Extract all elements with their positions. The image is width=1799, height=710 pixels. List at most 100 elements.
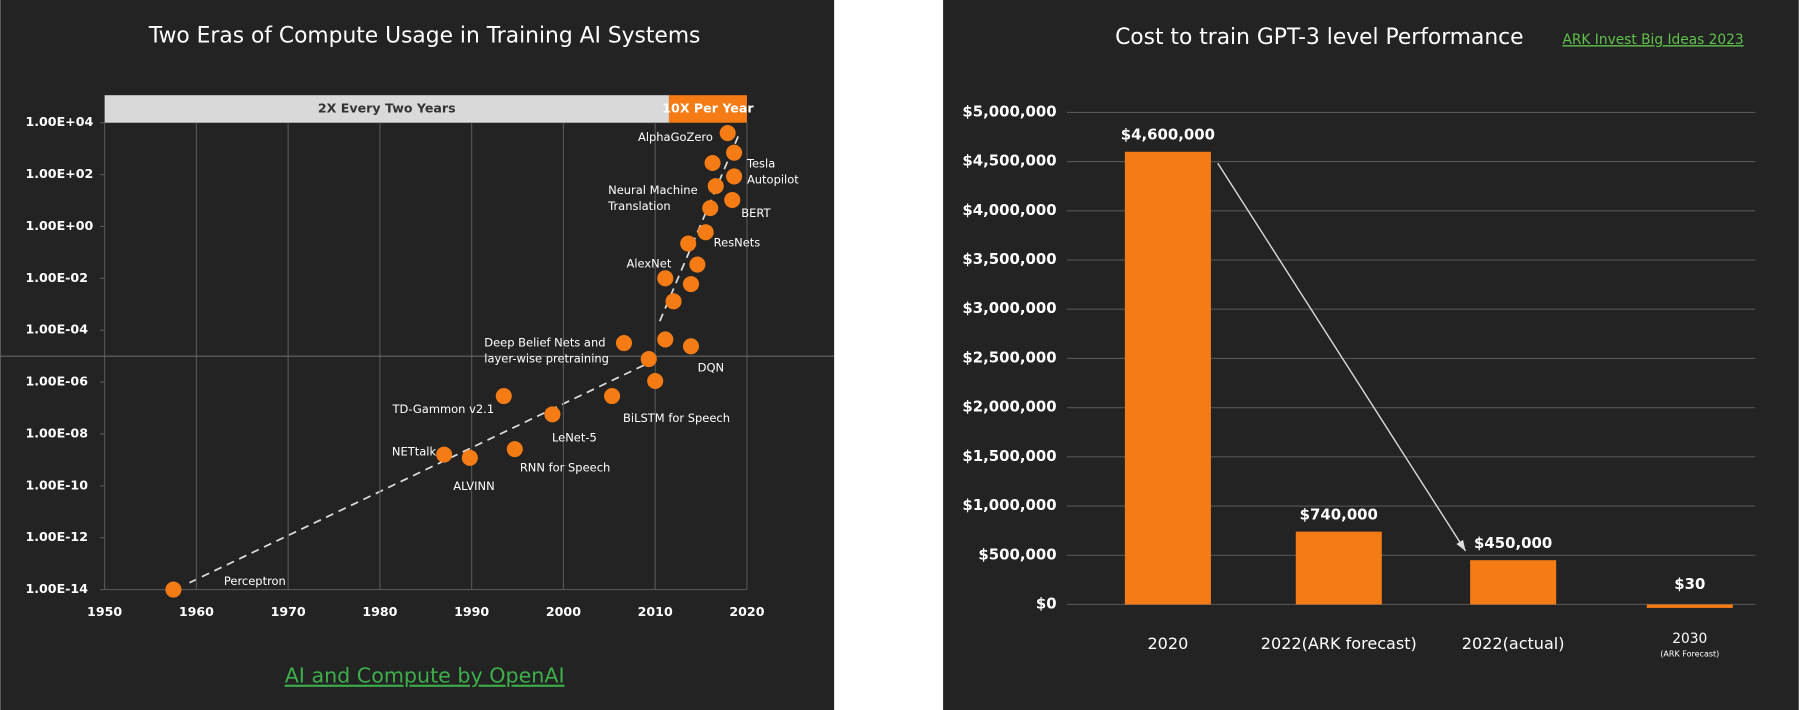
data-point [665,293,682,310]
y-tick-label: 1.00E-12 [25,529,88,544]
x-tick-label: 2000 [546,604,581,619]
data-point [719,125,736,142]
y-tick-label: $500,000 [978,545,1056,563]
y-tick-label: 1.00E-10 [25,477,88,492]
x-tick-label: 2022(ARK forecast) [1261,634,1417,653]
value-label: $450,000 [1474,534,1552,552]
point-label: Translation [607,199,671,213]
data-point [702,200,719,217]
y-tick-label: $2,000,000 [962,398,1056,416]
y-tick-label: 1.00E-02 [25,270,88,285]
data-point [640,351,657,368]
point-label: layer-wise pretraining [484,352,609,366]
x-tick-label: 1980 [362,604,397,619]
x-tick-label: 1960 [179,604,214,619]
data-point [726,144,743,161]
data-point [689,256,706,273]
era-band [104,95,669,123]
y-tick-label: $2,500,000 [962,348,1056,366]
source-link[interactable]: AI and Compute by OpenAI [285,664,565,688]
y-tick-label: 1.00E-04 [25,322,88,337]
point-label: AlexNet [627,256,672,270]
data-point [682,338,700,355]
bar [1124,151,1211,605]
trend-line [189,363,646,584]
scatter-chart: 2X Every Two Years 10X Per Year 1950 1960 19… [0,95,835,619]
y-tick-label: 1.00E+02 [25,166,93,181]
y-tick-label: $0 [1036,594,1057,612]
point-label: ALVINN [453,479,494,493]
value-label: $4,600,000 [1121,126,1215,144]
data-point [647,372,664,390]
data-point [165,581,182,598]
y-tick-label: $4,000,000 [962,201,1056,219]
data-point [726,168,743,185]
x-tick-label: 2030 [1672,631,1707,647]
x-tick-label: 1990 [454,604,489,619]
data-point [680,235,697,252]
data-point [704,154,721,172]
point-label: BiLSTM for Speech [623,411,730,425]
point-label: NETtalk [392,444,437,458]
y-tick-label: 1.00E+04 [25,114,93,129]
point-label: Tesla [746,157,775,171]
point-label: Autopilot [747,173,799,187]
point-label: ResNets [714,236,761,250]
bar [1470,560,1557,605]
point-label: TD-Gammon v2.1 [392,402,495,416]
chart-title: Two Eras of Compute Usage in Training AI… [148,24,701,49]
arrow [1217,162,1467,552]
x-tick-label: 2010 [638,604,673,619]
bar-chart: $0 $500,000 $1,000,000 $1,500,000 $2,000,000… [962,102,1756,658]
y-tick-label: $3,500,000 [962,250,1056,268]
y-tick-label: $5,000,000 [962,102,1056,120]
era-label: 2X Every Two Years [318,100,456,115]
bar [1646,604,1733,608]
y-tick-label: $1,500,000 [962,447,1056,465]
y-tick-label: $1,000,000 [962,496,1056,514]
data-point [724,191,741,209]
data-point [615,335,633,352]
y-tick-label: 1.00E-06 [25,374,88,389]
y-tick-label: $3,000,000 [962,299,1056,317]
data-point [707,178,724,195]
value-label: $30 [1674,575,1705,593]
category-note: (ARK Forecast) [1660,649,1719,658]
y-tick-label: 1.00E+00 [25,218,93,233]
point-label: LeNet-5 [552,431,597,445]
bar [1295,531,1382,605]
era-band [668,95,747,123]
data-point [682,276,700,293]
point-label: Deep Belief Nets and [484,335,605,349]
data-point [544,406,561,423]
data-point [461,449,478,466]
arrow-head [1456,539,1466,552]
x-tick-label: 1950 [87,604,122,619]
point-label: RNN for Speech [520,460,610,474]
x-tick-label: 2022(actual) [1462,634,1565,653]
point-label: DQN [698,361,724,375]
data-point [506,441,523,458]
data-point [697,224,714,241]
era-label: 10X Per Year [662,100,754,115]
point-label: AlphaGoZero [638,130,713,144]
x-tick-label: 2020 [1147,634,1188,653]
data-point [495,387,512,405]
x-tick-label: 2020 [729,604,764,619]
trend-line [658,131,741,322]
y-tick-label: 1.00E-08 [25,425,88,440]
data-point [604,387,621,405]
data-point [657,270,674,287]
data-point [657,331,674,348]
source-link[interactable]: ARK Invest Big Ideas 2023 [1562,32,1743,48]
value-label: $740,000 [1300,506,1378,524]
chart-title: Cost to train GPT-3 level Performance [1115,25,1523,50]
data-point [436,446,453,463]
point-label: Perceptron [224,574,286,588]
x-tick-label: 1970 [271,604,306,619]
y-tick-label: $4,500,000 [962,152,1056,170]
y-tick-label: 1.00E-14 [25,581,88,596]
point-label: Neural Machine [608,183,698,197]
